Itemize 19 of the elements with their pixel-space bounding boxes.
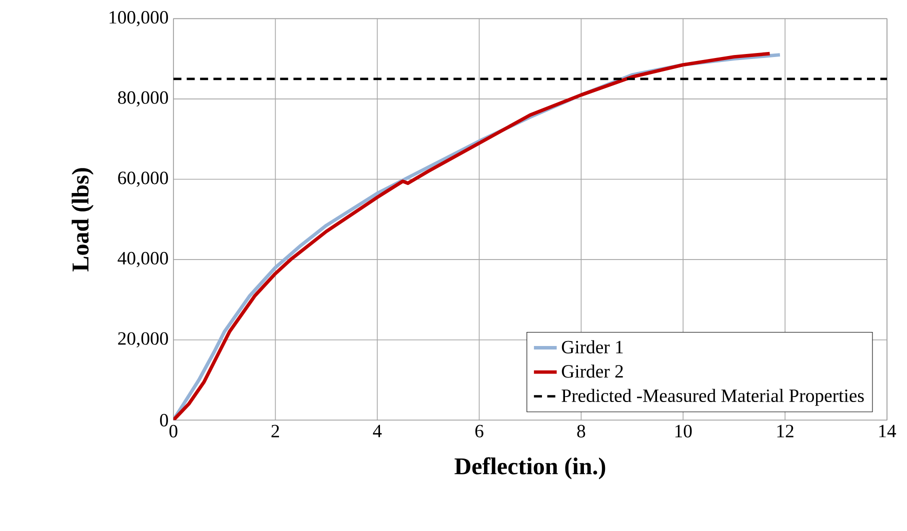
x-tick-label: 6 [475,424,484,438]
y-tick-label: 20,000 [118,332,168,348]
x-tick-label: 8 [577,424,586,438]
x-tick-label: 12 [777,424,794,438]
y-axis-title: Load (lbs) [72,168,94,272]
y-tick-label: 60,000 [118,172,168,187]
x-tick-label: 10 [675,424,692,438]
y-tick-label: 80,000 [118,91,168,107]
legend-label: Predicted -Measured Material Properties [562,388,864,406]
y-tick-label: 100,000 [110,11,168,26]
legend-label: Girder 2 [562,364,623,378]
x-tick-label: 14 [879,424,896,438]
x-tick-label: 4 [372,424,382,438]
x-tick-label: 0 [169,424,178,438]
legend-label: Girder 1 [562,340,623,354]
y-tick-label: 40,000 [118,252,168,268]
y-tick-label: 0 [160,414,168,427]
x-tick-label: 2 [271,424,279,438]
x-axis-title: Deflection (in.) [454,457,606,480]
